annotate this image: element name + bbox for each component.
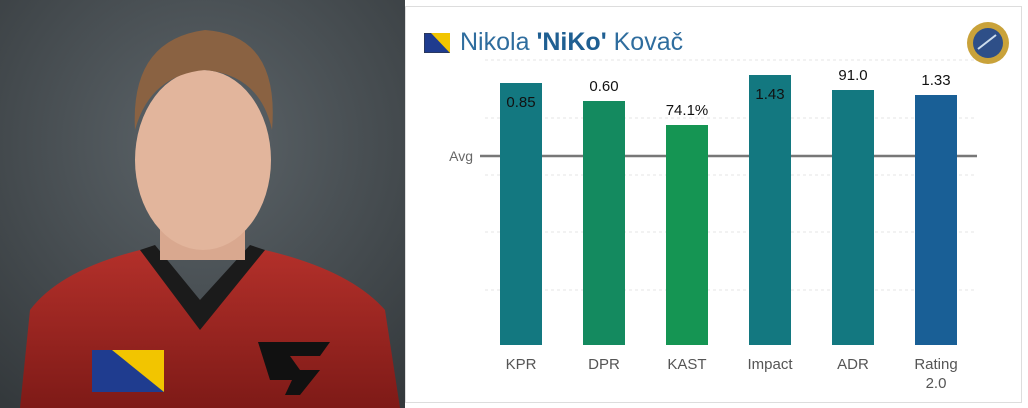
value-label: 1.43 [755, 86, 784, 103]
avg-label: Avg [449, 148, 473, 164]
nickname: 'NiKo' [536, 28, 607, 56]
x-tick-label: KAST [667, 356, 707, 373]
bar [583, 101, 625, 345]
chart: Avg 0.85 0.60 74.1% 1.43 91.0 1.33 [449, 59, 977, 345]
bar [832, 90, 874, 345]
value-label: 0.85 [506, 94, 535, 111]
value-label: 0.60 [589, 78, 618, 95]
bar [500, 83, 542, 345]
x-tick-label: DPR [588, 356, 620, 373]
first-name: Nikola [460, 28, 530, 56]
bar [666, 125, 708, 345]
last-name: Kovač [613, 28, 684, 56]
value-label: 91.0 [838, 67, 867, 84]
x-tick-label: KPR [505, 356, 537, 373]
x-tick-label: ADR [837, 356, 869, 373]
value-label: 1.33 [921, 72, 950, 89]
x-tick-label: Impact [747, 356, 793, 373]
x-tick-label: Rating 2.0 [914, 356, 958, 392]
value-label: 74.1% [666, 102, 709, 119]
player-photo [0, 0, 405, 408]
player-name: Nikola 'NiKo' Kovač [460, 28, 683, 57]
bar [915, 95, 957, 345]
flag-icon [424, 33, 450, 53]
bar [749, 75, 791, 345]
badge-icon [967, 22, 1009, 64]
